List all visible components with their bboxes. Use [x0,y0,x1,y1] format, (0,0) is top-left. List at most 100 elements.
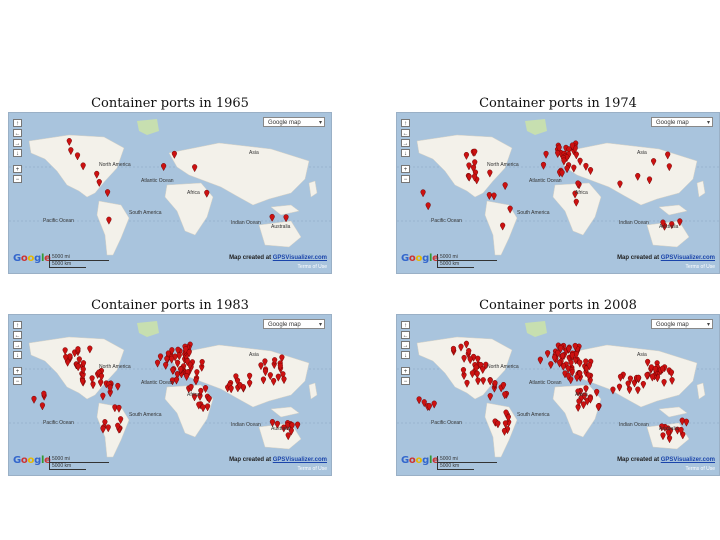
map-pin-icon[interactable] [659,365,666,374]
map-pin-icon[interactable] [416,396,422,405]
map-pin-icon[interactable] [573,198,579,207]
map-pin-icon[interactable] [426,403,432,412]
map-pin-icon[interactable] [104,189,111,198]
map-pin-icon[interactable] [262,358,268,367]
map-pin-icon[interactable] [258,362,264,371]
map-type-select[interactable]: Google map ▾ [651,117,713,127]
map-pin-icon[interactable] [583,162,589,171]
map-pin-icon[interactable] [572,190,578,199]
map-pin-icon[interactable] [463,340,470,349]
gpsvisualizer-link[interactable]: GPSVisualizer.com [660,255,715,261]
map-pin-icon[interactable] [569,352,575,361]
map-pin-icon[interactable] [184,358,190,367]
map-pin-icon[interactable] [285,432,291,441]
map-pin-icon[interactable] [425,202,431,211]
map-pin-icon[interactable] [660,432,666,441]
map-pin-icon[interactable] [431,400,437,409]
pan-left-button[interactable]: ← [13,331,22,339]
map-pin-icon[interactable] [492,380,498,389]
map-pin-icon[interactable] [169,355,175,364]
map-pin-icon[interactable] [473,364,479,373]
map-pin-icon[interactable] [75,346,81,355]
map-pin-icon[interactable] [587,395,594,404]
map-pin-icon[interactable] [170,367,176,375]
map-pin-icon[interactable] [163,361,169,370]
map-pin-icon[interactable] [100,425,106,434]
map-type-select[interactable]: Google map ▾ [263,117,325,127]
zoom-out-button[interactable]: − [401,377,410,385]
world-map[interactable]: North America Atlantic Ocean Asia Africa Sou… [8,314,332,476]
map-pin-icon[interactable] [175,359,181,368]
map-pin-icon[interactable] [551,354,558,363]
map-pin-icon[interactable] [458,343,464,352]
map-pin-icon[interactable] [165,350,171,359]
map-pin-icon[interactable] [466,173,472,182]
map-pin-icon[interactable] [188,383,194,392]
zoom-in-button[interactable]: + [13,165,22,173]
map-pin-icon[interactable] [487,377,493,386]
map-pin-icon[interactable] [678,426,684,435]
map-pin-icon[interactable] [487,393,493,402]
map-pin-icon[interactable] [288,427,294,436]
pan-down-button[interactable]: ↓ [401,351,410,359]
map-pin-icon[interactable] [486,192,492,201]
map-pin-icon[interactable] [79,377,86,386]
map-pin-icon[interactable] [487,169,493,178]
map-pin-icon[interactable] [556,144,562,153]
map-pin-icon[interactable] [580,401,587,410]
map-pin-icon[interactable] [450,345,457,354]
map-pin-icon[interactable] [573,151,579,160]
map-pin-icon[interactable] [646,176,653,185]
map-pin-icon[interactable] [206,395,212,404]
map-pin-icon[interactable] [587,167,594,176]
map-pin-icon[interactable] [164,355,170,364]
map-pin-icon[interactable] [194,369,200,378]
map-pin-icon[interactable] [594,388,600,397]
map-pin-icon[interactable] [561,157,567,166]
map-pin-icon[interactable] [41,390,47,399]
map-pin-icon[interactable] [184,373,190,381]
zoom-in-button[interactable]: + [13,367,22,375]
map-pin-icon[interactable] [420,189,426,198]
map-pin-icon[interactable] [472,159,478,168]
map-pin-icon[interactable] [106,216,112,225]
map-pin-icon[interactable] [267,372,273,381]
map-pin-icon[interactable] [583,358,589,367]
map-pin-icon[interactable] [502,420,509,429]
map-pin-icon[interactable] [196,401,202,410]
map-pin-icon[interactable] [295,421,301,430]
map-pin-icon[interactable] [577,157,583,166]
map-pin-icon[interactable] [556,359,563,368]
map-pin-icon[interactable] [234,377,241,386]
map-pin-icon[interactable] [175,346,181,355]
map-pin-icon[interactable] [237,381,243,390]
map-pin-icon[interactable] [461,354,467,363]
gpsvisualizer-link[interactable]: GPSVisualizer.com [272,457,327,463]
map-pin-icon[interactable] [80,162,86,171]
map-pin-icon[interactable] [98,379,104,388]
map-pin-icon[interactable] [668,369,675,378]
map-pin-icon[interactable] [269,419,276,428]
map-pin-icon[interactable] [586,372,592,381]
map-pin-icon[interactable] [80,360,87,369]
map-pin-icon[interactable] [537,356,543,365]
map-pin-icon[interactable] [272,357,278,366]
map-pin-icon[interactable] [96,369,102,378]
zoom-in-button[interactable]: + [401,367,410,375]
map-pin-icon[interactable] [503,409,509,418]
map-pin-icon[interactable] [577,370,583,379]
map-pin-icon[interactable] [610,386,616,395]
map-pin-icon[interactable] [171,150,177,159]
map-pin-icon[interactable] [505,414,511,423]
map-pin-icon[interactable] [62,347,68,356]
map-pin-icon[interactable] [588,358,594,367]
map-pin-icon[interactable] [677,218,683,227]
map-pin-icon[interactable] [289,422,295,431]
pan-up-button[interactable]: ↑ [13,321,22,329]
map-pin-icon[interactable] [198,387,204,396]
pan-right-button[interactable]: → [401,341,410,349]
map-pin-icon[interactable] [666,163,672,172]
map-type-select[interactable]: Google map ▾ [651,319,713,329]
map-pin-icon[interactable] [274,420,280,429]
map-pin-icon[interactable] [659,423,665,432]
